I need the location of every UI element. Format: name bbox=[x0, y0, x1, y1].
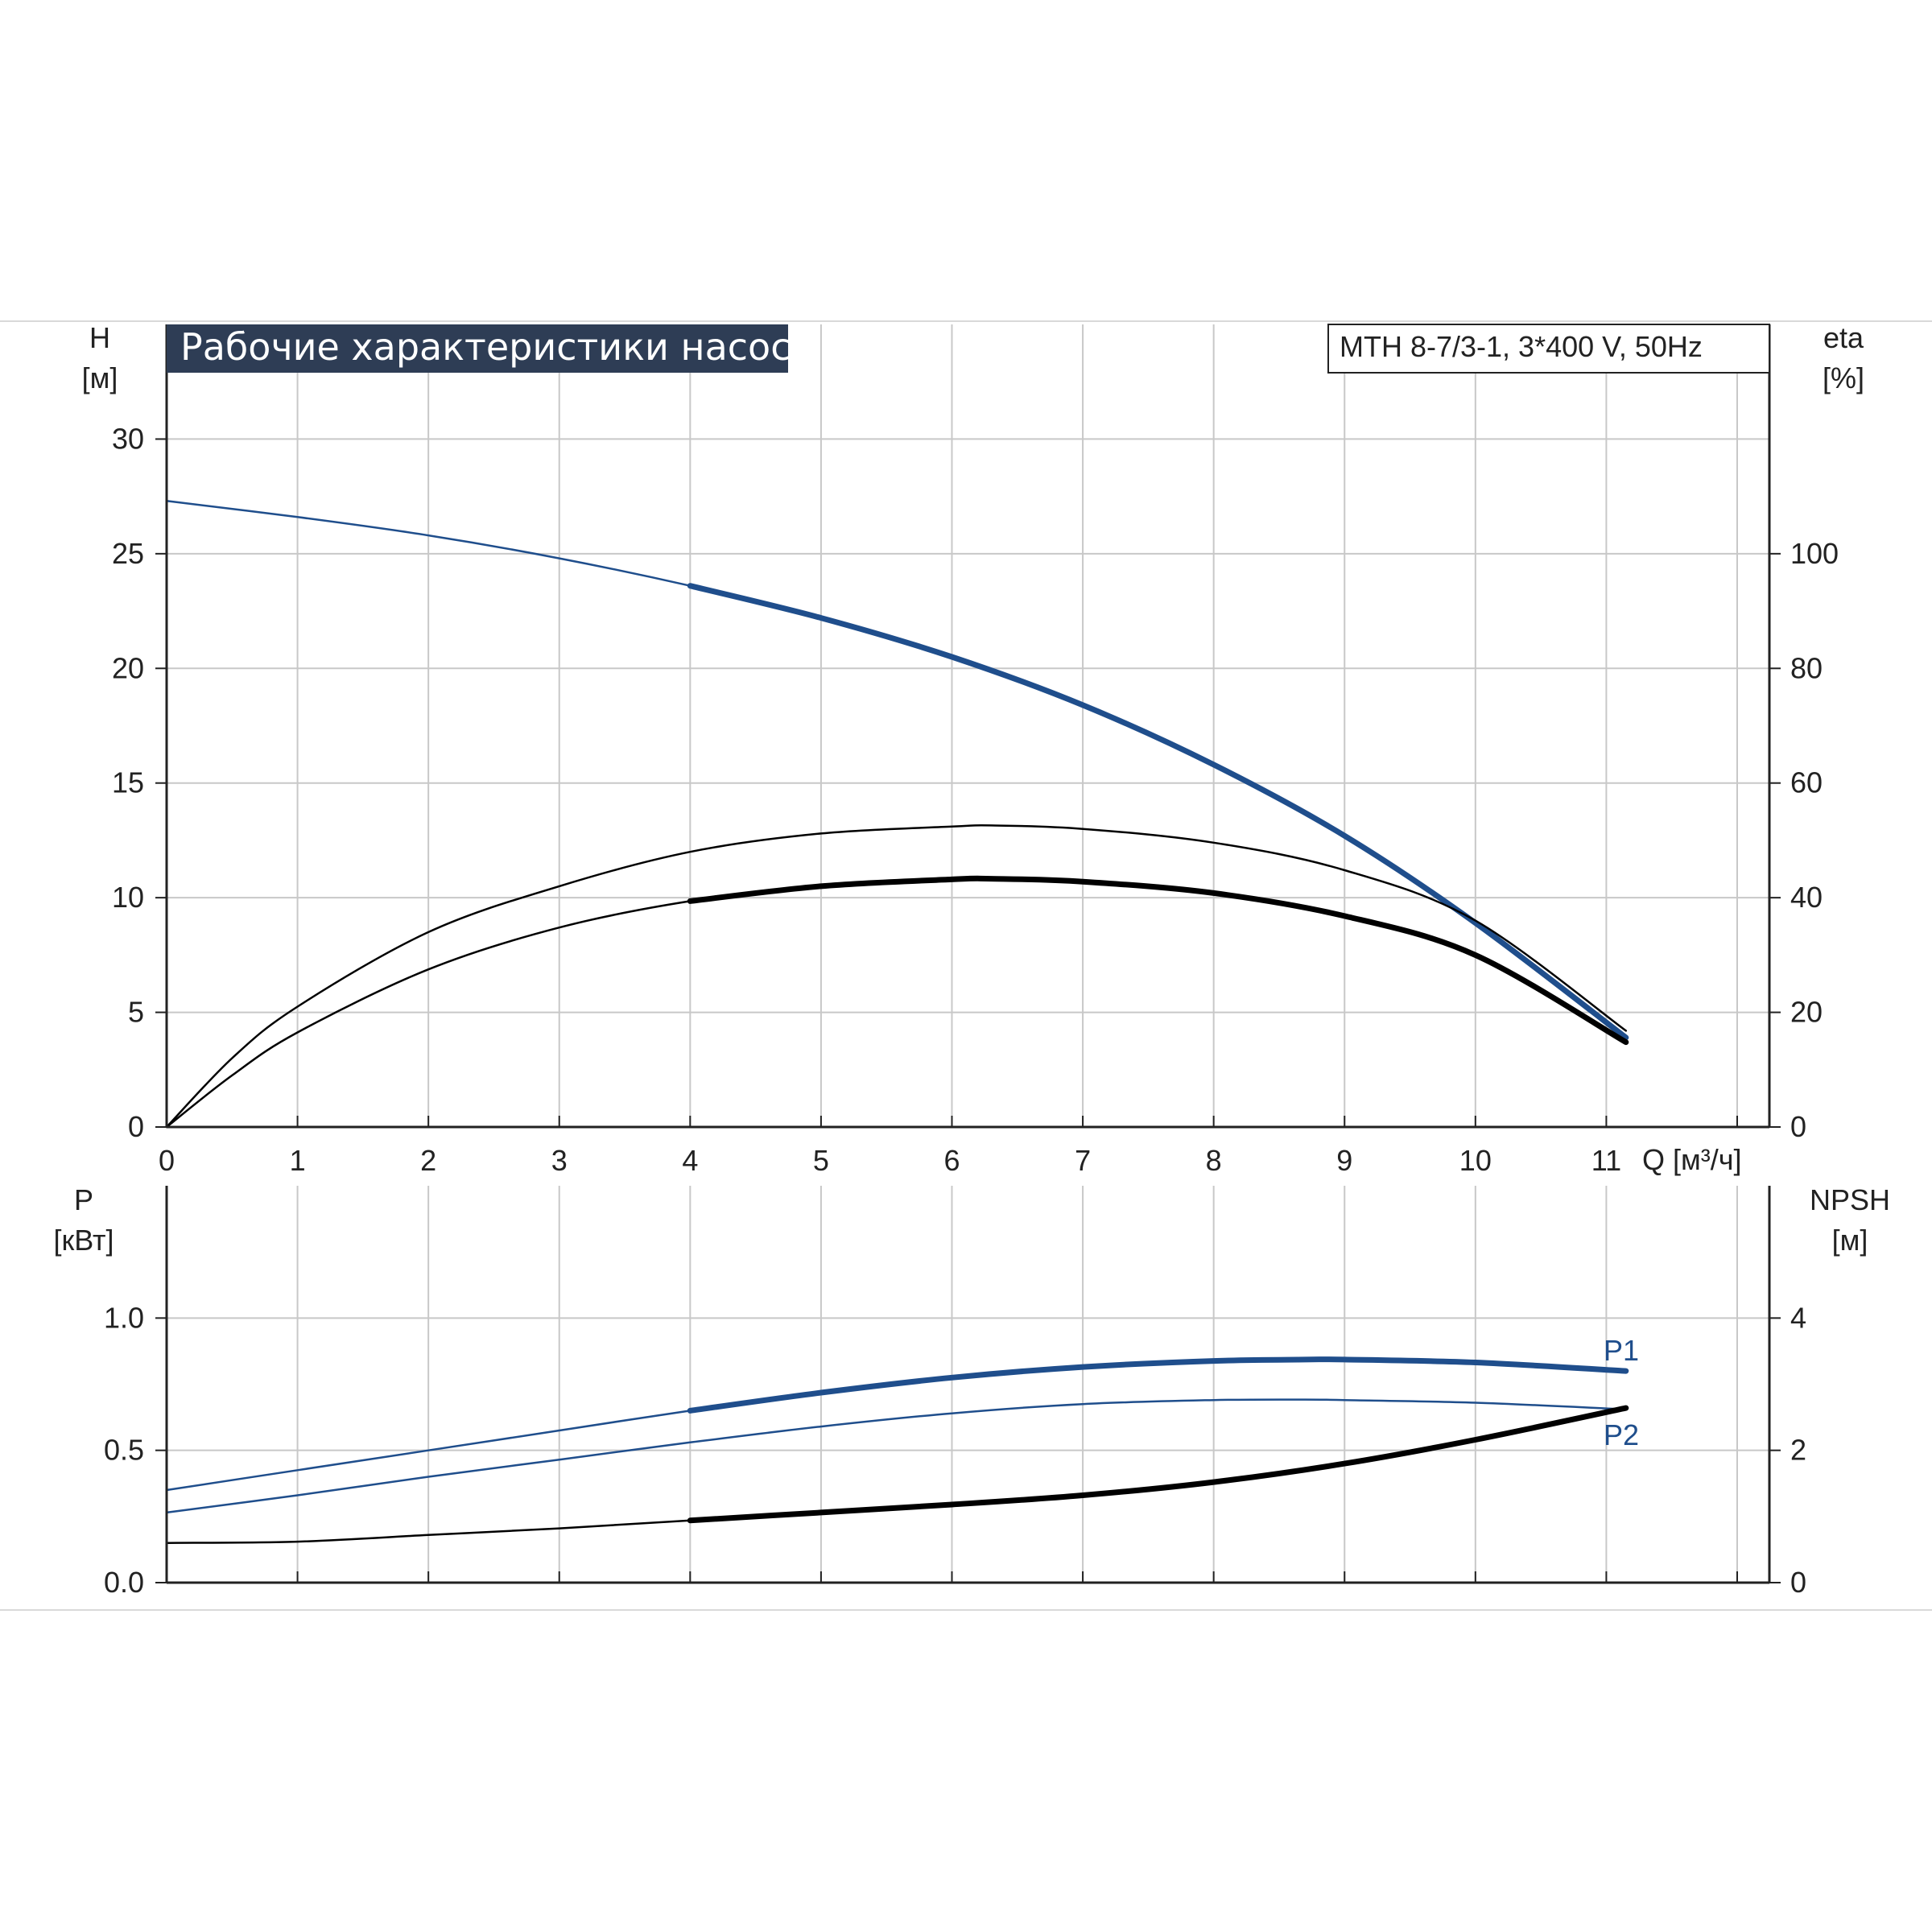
left-tick-label: 0.5 bbox=[104, 1434, 144, 1467]
right-tick-label: 4 bbox=[1790, 1301, 1806, 1334]
series-line-operating-range bbox=[687, 875, 1629, 1046]
x-tick-label: 10 bbox=[1459, 1144, 1492, 1177]
title-box: Рабочие характеристики насоса bbox=[167, 324, 814, 373]
series-line bbox=[165, 877, 1628, 1129]
series-line bbox=[165, 1406, 1628, 1544]
p-axis-unit: [кВт] bbox=[53, 1224, 114, 1257]
left-tick-label: 1.0 bbox=[104, 1301, 144, 1334]
p-axis-name: P bbox=[74, 1183, 93, 1216]
right-tick-label: 40 bbox=[1790, 881, 1823, 914]
series-line-operating-range bbox=[687, 1356, 1629, 1414]
x-tick-label: 9 bbox=[1336, 1144, 1352, 1177]
top-curves bbox=[165, 500, 1629, 1129]
left-tick-label: 15 bbox=[112, 766, 144, 799]
q-axis-label: Q [м³/ч] bbox=[1642, 1143, 1742, 1176]
bottom-axes: 0.0 0.5 1.0 0 2 4 bbox=[104, 1186, 1806, 1599]
model-label: MTH 8-7/3-1, 3*400 V, 50Hz bbox=[1340, 330, 1703, 363]
left-tick-label: 5 bbox=[128, 996, 144, 1029]
npsh-axis-unit: [м] bbox=[1832, 1224, 1868, 1257]
eta-axis-name: eta bbox=[1823, 321, 1864, 354]
p2-curve-label: P2 bbox=[1604, 1418, 1639, 1451]
x-tick-label: 5 bbox=[813, 1144, 829, 1177]
series-line bbox=[165, 824, 1628, 1129]
bottom-grid bbox=[166, 1186, 1769, 1583]
right-tick-label: 20 bbox=[1790, 996, 1823, 1029]
left-tick-label: 30 bbox=[112, 422, 144, 455]
npsh-axis-name: NPSH bbox=[1810, 1183, 1890, 1216]
p1-curve-label: P1 bbox=[1604, 1334, 1639, 1367]
right-tick-label: 80 bbox=[1790, 651, 1823, 684]
series-line-operating-range bbox=[687, 1405, 1629, 1524]
x-tick-label: 4 bbox=[682, 1144, 698, 1177]
series-line bbox=[165, 1398, 1628, 1514]
right-tick-label: 60 bbox=[1790, 766, 1823, 799]
bottom-curves bbox=[165, 1356, 1629, 1544]
h-axis-name: H bbox=[89, 321, 110, 354]
right-tick-label: 100 bbox=[1790, 537, 1839, 570]
series-line-operating-range bbox=[687, 583, 1629, 1041]
right-tick-label: 0 bbox=[1790, 1110, 1806, 1143]
x-tick-label: 1 bbox=[290, 1144, 306, 1177]
x-tick-label: 6 bbox=[943, 1144, 960, 1177]
x-tick-label: 8 bbox=[1206, 1144, 1222, 1177]
title-background bbox=[167, 324, 788, 373]
model-box: MTH 8-7/3-1, 3*400 V, 50Hz bbox=[1327, 324, 1770, 374]
left-tick-label: 25 bbox=[112, 537, 144, 570]
top-grid bbox=[166, 324, 1769, 1128]
model-border bbox=[1327, 324, 1770, 374]
x-tick-label: 0 bbox=[159, 1144, 175, 1177]
chart-title: Рабочие характеристики насоса bbox=[180, 325, 814, 369]
x-tick-label: 11 bbox=[1591, 1144, 1621, 1177]
right-tick-label: 2 bbox=[1790, 1434, 1806, 1467]
left-tick-label: 0 bbox=[128, 1110, 144, 1143]
x-tick-label: 3 bbox=[551, 1144, 568, 1177]
right-tick-label: 0 bbox=[1790, 1566, 1806, 1599]
h-axis-unit: [м] bbox=[82, 361, 118, 394]
x-tick-label: 7 bbox=[1075, 1144, 1091, 1177]
left-tick-label: 10 bbox=[112, 881, 144, 914]
x-tick-label: 2 bbox=[420, 1144, 436, 1177]
left-tick-label: 20 bbox=[112, 651, 144, 684]
left-tick-label: 0.0 bbox=[104, 1566, 144, 1599]
eta-axis-unit: [%] bbox=[1823, 361, 1864, 394]
top-axes: 0 5 10 15 20 25 30 0 20 40 60 80 100 0 1 2 3 4 5 6 7 8 9 10 11 bbox=[112, 324, 1839, 1177]
series-line bbox=[165, 1358, 1628, 1492]
series-line bbox=[165, 500, 1628, 1039]
